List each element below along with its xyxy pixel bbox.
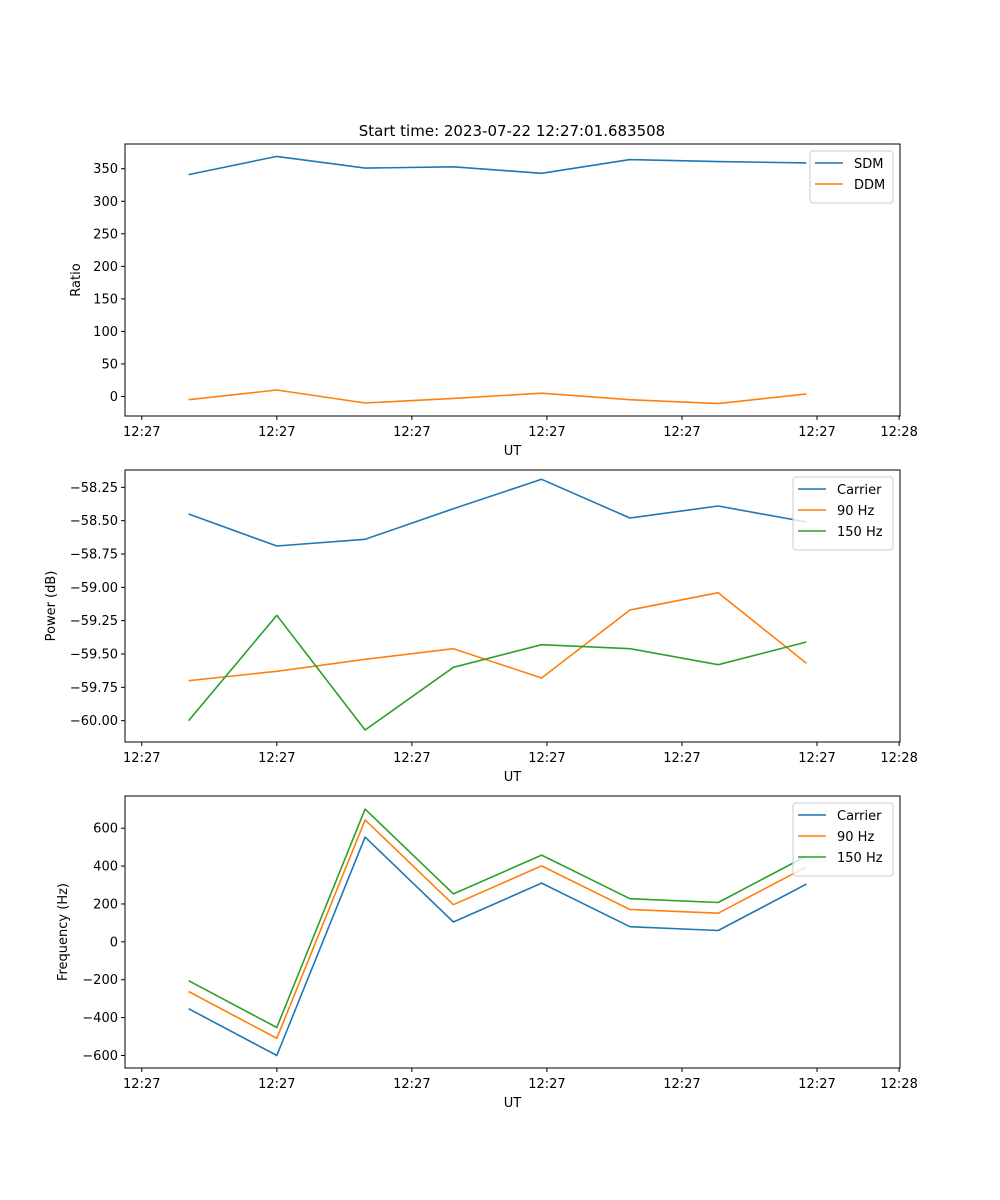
ratio-y-axis-label: Ratio (69, 263, 84, 296)
frequency-y-tick-label: 600 (93, 822, 118, 837)
frequency-x-tick-label: 12:27 (123, 1077, 160, 1092)
ratio-x-axis-label: UT (504, 444, 522, 459)
ratio-x-tick-label: 12:27 (798, 425, 835, 440)
frequency-series-150-hz-line (188, 808, 807, 1029)
frequency-y-tick-label: 0 (110, 935, 118, 950)
ratio-legend-box (809, 150, 894, 204)
frequency-x-axis-label: UT (504, 1096, 522, 1111)
power-legend-label-carrier: Carrier (837, 483, 882, 498)
ratio-x-tick-label: 12:27 (393, 425, 430, 440)
power-y-tick-label: −59.50 (70, 648, 118, 663)
frequency-x-tick-label: 12:27 (258, 1077, 295, 1092)
frequency-x-tick-label: 12:27 (798, 1077, 835, 1092)
frequency-series-carrier-line (188, 836, 807, 1057)
frequency-y-axis-label: Frequency (Hz) (56, 883, 71, 981)
frequency-y-tick-label: 200 (93, 897, 118, 912)
ratio-x-tick-label: 12:28 (880, 425, 917, 440)
power-y-tick-label: −60.00 (70, 714, 118, 729)
ratio-legend: SDM DDM (809, 150, 894, 204)
power-y-tick-label: −58.50 (70, 514, 118, 529)
power-x-axis-label: UT (504, 770, 522, 785)
frequency-y-tick-label: −200 (82, 973, 118, 988)
ratio-x-tick-label: 12:27 (528, 425, 565, 440)
power-x-tick-label: 12:27 (393, 751, 430, 766)
ratio-y-tick-label: 200 (93, 260, 118, 275)
frequency-legend-label-90-hz: 90 Hz (837, 830, 874, 845)
power-y-tick-label: −59.75 (70, 681, 118, 696)
power-x-tick-label: 12:27 (528, 751, 565, 766)
power-series-90-hz-line (188, 591, 807, 682)
power-y-tick-label: −59.25 (70, 614, 118, 629)
frequency-x-tick-label: 12:27 (393, 1077, 430, 1092)
power-x-tick-label: 12:27 (663, 751, 700, 766)
ratio-y-tick-label: 100 (93, 325, 118, 340)
frequency-legend-label-carrier: Carrier (837, 809, 882, 824)
frequency-series-90-hz-line (188, 819, 807, 1040)
ratio-series-ddm-line (188, 389, 807, 405)
power-x-tick-label: 12:27 (123, 751, 160, 766)
power-y-tick-label: −58.75 (70, 548, 118, 563)
power-y-axis-label: Power (dB) (44, 571, 59, 642)
power-axes-frame (124, 469, 901, 743)
power-x-tick-label: 12:27 (798, 751, 835, 766)
frequency-legend: Carrier 90 Hz 150 Hz (792, 802, 894, 877)
ratio-y-tick-label: 300 (93, 195, 118, 210)
ratio-y-tick-label: 50 (101, 357, 118, 372)
ratio-y-tick-label: 350 (93, 162, 118, 177)
frequency-y-tick-label: −400 (82, 1011, 118, 1026)
frequency-x-tick-label: 12:27 (528, 1077, 565, 1092)
ratio-legend-label-sdm: SDM (854, 157, 883, 172)
frequency-y-tick-label: −600 (82, 1049, 118, 1064)
ratio-axes-frame (124, 143, 901, 417)
frequency-axes-frame (124, 795, 901, 1069)
ratio-panel: 12:27 12:27 12:27 12:27 12:27 12:27 12:28 0 50 10… (69, 143, 918, 459)
power-legend-label-150-hz: 150 Hz (837, 525, 883, 540)
ratio-x-tick-label: 12:27 (123, 425, 160, 440)
power-series-150-hz-line (187, 614, 807, 731)
ratio-x-tick-label: 12:27 (663, 425, 700, 440)
power-legend-label-90-hz: 90 Hz (837, 504, 874, 519)
frequency-x-tick-label: 12:28 (880, 1077, 917, 1092)
figure-title: Start time: 2023-07-22 12:27:01.683508 (359, 122, 665, 140)
frequency-legend-label-150-hz: 150 Hz (837, 851, 883, 866)
frequency-x-tick-label: 12:27 (663, 1077, 700, 1092)
power-x-tick-label: 12:28 (880, 751, 917, 766)
frequency-panel: 12:27 12:27 12:27 12:27 12:27 12:27 12:28 −600 −… (56, 795, 918, 1111)
power-x-tick-label: 12:27 (258, 751, 295, 766)
ratio-y-tick-label: 250 (93, 227, 118, 242)
ratio-y-tick-label: 150 (93, 292, 118, 307)
frequency-y-tick-label: 400 (93, 860, 118, 875)
ratio-legend-label-ddm: DDM (854, 178, 885, 193)
ratio-x-tick-label: 12:27 (258, 425, 295, 440)
power-y-tick-label: −58.25 (70, 481, 118, 496)
power-panel: 12:27 12:27 12:27 12:27 12:27 12:27 12:28 −60.0… (44, 469, 918, 785)
power-series-carrier-line (188, 478, 807, 547)
ratio-y-tick-label: 0 (110, 390, 118, 405)
power-y-tick-label: −59.00 (70, 581, 118, 596)
power-legend: Carrier 90 Hz 150 Hz (792, 476, 894, 551)
ratio-series-sdm-line (188, 155, 807, 176)
